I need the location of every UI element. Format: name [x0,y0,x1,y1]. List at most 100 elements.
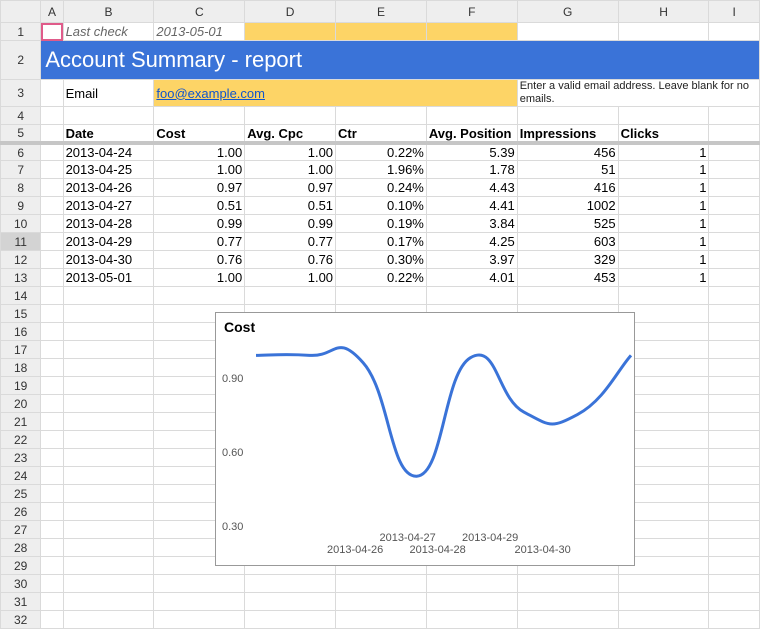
row-hdr-23[interactable]: 23 [1,449,41,467]
e31-0[interactable] [41,593,63,611]
ra-10[interactable] [41,215,63,233]
page-title[interactable]: Account Summary - report [41,41,760,80]
row-hdr-3[interactable]: 3 [1,80,41,107]
e28-1[interactable] [63,539,154,557]
row-hdr-31[interactable]: 31 [1,593,41,611]
row-hdr-10[interactable]: 10 [1,215,41,233]
r4-8[interactable] [709,107,760,125]
e17-8[interactable] [709,341,760,359]
imp-7[interactable]: 51 [517,161,618,179]
row-hdr-26[interactable]: 26 [1,503,41,521]
e14-0[interactable] [41,287,63,305]
cpc-11[interactable]: 0.77 [245,233,336,251]
e30-4[interactable] [336,575,427,593]
e19-8[interactable] [709,377,760,395]
date-7[interactable]: 2013-04-25 [63,161,154,179]
e32-0[interactable] [41,611,63,629]
e32-7[interactable] [618,611,709,629]
e14-7[interactable] [618,287,709,305]
row-hdr-28[interactable]: 28 [1,539,41,557]
e14-4[interactable] [336,287,427,305]
row-hdr-1[interactable]: 1 [1,23,41,41]
e24-0[interactable] [41,467,63,485]
ra-13[interactable] [41,269,63,287]
e14-8[interactable] [709,287,760,305]
e29-1[interactable] [63,557,154,575]
data-hdr-0[interactable]: Date [63,125,154,143]
row-hdr-13[interactable]: 13 [1,269,41,287]
email-label[interactable]: Email [63,80,154,107]
ri-11[interactable] [709,233,760,251]
ri-9[interactable] [709,197,760,215]
cpc-7[interactable]: 1.00 [245,161,336,179]
e30-6[interactable] [517,575,618,593]
ctr-10[interactable]: 0.19% [336,215,427,233]
ri-12[interactable] [709,251,760,269]
clk-12[interactable]: 1 [618,251,709,269]
e21-1[interactable] [63,413,154,431]
col-hdr-F[interactable]: F [426,1,517,23]
date-10[interactable]: 2013-04-28 [63,215,154,233]
e15-1[interactable] [63,305,154,323]
cost-6[interactable]: 1.00 [154,143,245,161]
r4-4[interactable] [336,107,427,125]
row-hdr-12[interactable]: 12 [1,251,41,269]
date-8[interactable]: 2013-04-26 [63,179,154,197]
e30-0[interactable] [41,575,63,593]
ri-8[interactable] [709,179,760,197]
col-hdr-D[interactable]: D [245,1,336,23]
date-11[interactable]: 2013-04-29 [63,233,154,251]
col-hdr-C[interactable]: C [154,1,245,23]
data-hdr-6[interactable]: Clicks [618,125,709,143]
e18-1[interactable] [63,359,154,377]
ctr-13[interactable]: 0.22% [336,269,427,287]
clk-10[interactable]: 1 [618,215,709,233]
e21-0[interactable] [41,413,63,431]
data-hdr-5[interactable]: Impressions [517,125,618,143]
cpc-12[interactable]: 0.76 [245,251,336,269]
cost-8[interactable]: 0.97 [154,179,245,197]
e31-5[interactable] [426,593,517,611]
clk-13[interactable]: 1 [618,269,709,287]
r1-h[interactable] [618,23,709,41]
date-6[interactable]: 2013-04-24 [63,143,154,161]
data-hdr-4[interactable]: Avg. Position [426,125,517,143]
e14-6[interactable] [517,287,618,305]
row-hdr-17[interactable]: 17 [1,341,41,359]
e30-7[interactable] [618,575,709,593]
pos-6[interactable]: 5.39 [426,143,517,161]
cpc-9[interactable]: 0.51 [245,197,336,215]
ri-7[interactable] [709,161,760,179]
e32-2[interactable] [154,611,245,629]
e31-1[interactable] [63,593,154,611]
cpc-13[interactable]: 1.00 [245,269,336,287]
e22-0[interactable] [41,431,63,449]
col-hdr-A[interactable]: A [41,1,63,23]
row-hdr-4[interactable]: 4 [1,107,41,125]
cpc-6[interactable]: 1.00 [245,143,336,161]
row-hdr-29[interactable]: 29 [1,557,41,575]
e28-8[interactable] [709,539,760,557]
row-hdr-7[interactable]: 7 [1,161,41,179]
e22-1[interactable] [63,431,154,449]
row-hdr-25[interactable]: 25 [1,485,41,503]
e23-8[interactable] [709,449,760,467]
clk-9[interactable]: 1 [618,197,709,215]
r4-0[interactable] [41,107,63,125]
r5-i[interactable] [709,125,760,143]
row-hdr-20[interactable]: 20 [1,395,41,413]
r4-2[interactable] [154,107,245,125]
r1-f[interactable] [426,23,517,41]
e31-7[interactable] [618,593,709,611]
imp-13[interactable]: 453 [517,269,618,287]
e15-8[interactable] [709,305,760,323]
ctr-8[interactable]: 0.24% [336,179,427,197]
ctr-6[interactable]: 0.22% [336,143,427,161]
ctr-11[interactable]: 0.17% [336,233,427,251]
r1-i[interactable] [709,23,760,41]
e29-8[interactable] [709,557,760,575]
last-check-date[interactable]: 2013-05-01 [154,23,245,41]
e24-1[interactable] [63,467,154,485]
e31-8[interactable] [709,593,760,611]
e25-0[interactable] [41,485,63,503]
